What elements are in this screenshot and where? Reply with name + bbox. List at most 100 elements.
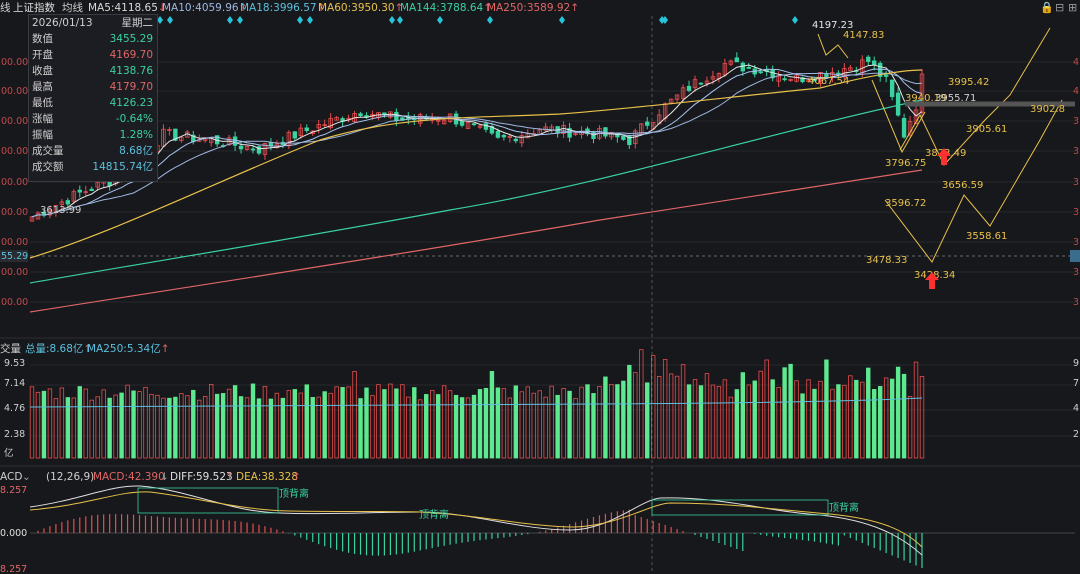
volume-bar xyxy=(459,397,465,459)
volume-right-axis-label: 4 xyxy=(1073,403,1079,414)
candle-body xyxy=(435,119,441,122)
volume-bar xyxy=(740,372,746,459)
red-up-arrow-icon xyxy=(937,148,951,165)
macd-dropdown-icon[interactable]: ⌄ xyxy=(22,471,31,483)
volume-bar xyxy=(722,379,728,459)
volume-bar xyxy=(704,373,710,459)
volume-bar xyxy=(919,376,925,459)
right-axis-label: 4 xyxy=(1073,57,1079,68)
candle-body xyxy=(292,131,298,139)
candle-body xyxy=(256,146,262,154)
volume-bar xyxy=(400,384,405,459)
volume-bar xyxy=(226,388,232,459)
info-row: 最高 4179.70 xyxy=(29,79,157,95)
candle-body xyxy=(465,122,471,129)
volume-bar xyxy=(907,396,913,459)
candle-body xyxy=(513,138,519,142)
volume-bar xyxy=(836,384,841,459)
candle-body xyxy=(35,212,41,220)
candle-body xyxy=(746,67,751,69)
ma144-line xyxy=(29,99,923,284)
volume-bar xyxy=(155,394,160,459)
volume-bar xyxy=(633,372,638,459)
candle-body xyxy=(71,191,77,202)
volume-bar xyxy=(627,364,632,459)
right-axis-label: 3 xyxy=(1073,116,1079,127)
volume-bar xyxy=(316,396,321,459)
candle-body xyxy=(609,131,614,138)
plus-icon[interactable]: ⊞ xyxy=(1068,1,1078,14)
volume-bar xyxy=(149,393,154,459)
volume-bar xyxy=(812,388,817,459)
price-annotation: 3796.75 xyxy=(885,158,926,169)
volume-axis-label: 9.53 xyxy=(4,358,25,369)
price-annotation: 3613.99 xyxy=(40,205,81,216)
volume-bar xyxy=(203,396,208,459)
volume-bar xyxy=(824,359,829,459)
volume-bar xyxy=(173,396,178,459)
candle-body xyxy=(645,121,650,126)
info-value: 8.68亿 xyxy=(119,145,153,157)
info-value: -0.64% xyxy=(115,113,153,125)
volume-bar xyxy=(143,387,148,459)
info-label: 收盘 xyxy=(32,65,53,77)
volume-bar xyxy=(280,397,286,459)
volume-bar xyxy=(889,378,895,459)
lock-icon[interactable]: 🔒 xyxy=(1040,1,1054,14)
info-row: 数值 3455.29 xyxy=(29,31,157,47)
info-row: 涨幅 -0.64% xyxy=(29,111,157,127)
wave-line xyxy=(817,33,849,59)
volume-bar xyxy=(292,389,298,459)
volume-bar xyxy=(358,398,363,459)
candle-body xyxy=(866,56,871,62)
candle-body xyxy=(519,135,524,144)
current-price-box-right xyxy=(1070,250,1080,262)
candle-body xyxy=(627,135,632,146)
period-tab[interactable]: 线 xyxy=(0,2,11,14)
signal-diamond-icon xyxy=(297,16,303,24)
ma60-line xyxy=(29,69,923,259)
volume-bar xyxy=(800,393,805,459)
candle-body xyxy=(782,78,787,81)
signal-diamond-icon xyxy=(237,16,243,24)
macd-axis-label: 8.257 xyxy=(0,564,27,574)
info-label: 开盘 xyxy=(32,49,53,61)
candle-body xyxy=(758,71,763,74)
volume-bar xyxy=(842,384,847,459)
volume-bar xyxy=(59,387,65,459)
price-axis-label: 00.00 xyxy=(1,57,28,68)
volume-bar xyxy=(167,397,172,459)
diff-value: DIFF:59.523 xyxy=(170,471,233,483)
volume-total: 总量:8.68亿↑ xyxy=(25,343,93,355)
volume-bar xyxy=(645,382,650,459)
index-name[interactable]: 上证指数 xyxy=(13,2,55,14)
signal-diamond-icon xyxy=(437,16,443,24)
candle-body xyxy=(250,148,256,151)
signal-diamond-icon xyxy=(662,16,668,24)
ma5-line xyxy=(31,64,923,218)
volume-bar xyxy=(680,364,686,459)
candle-body xyxy=(567,128,572,138)
macd-title: ACD xyxy=(0,471,23,483)
volume-bar xyxy=(501,388,507,459)
volume-bar xyxy=(746,384,751,459)
candle-body xyxy=(304,127,309,132)
volume-bar xyxy=(728,396,734,459)
volume-bar xyxy=(668,373,674,459)
candle-body xyxy=(167,129,172,131)
candle-body xyxy=(710,76,716,80)
info-value: 4169.70 xyxy=(109,49,153,61)
minus-icon[interactable]: ⊟ xyxy=(1055,1,1065,14)
candle-body xyxy=(83,191,88,194)
candle-body xyxy=(244,145,250,150)
dea-line xyxy=(29,491,923,548)
ma-mode-label[interactable]: 均线 xyxy=(62,2,83,14)
volume-axis-label: 2.38 xyxy=(4,429,25,440)
volume-right-axis-label: 7 xyxy=(1073,378,1079,389)
volume-bar xyxy=(238,396,244,459)
info-value: 4138.76 xyxy=(109,65,153,77)
candle-body xyxy=(561,125,566,134)
volume-bar xyxy=(866,367,871,459)
volume-bar xyxy=(686,384,692,459)
